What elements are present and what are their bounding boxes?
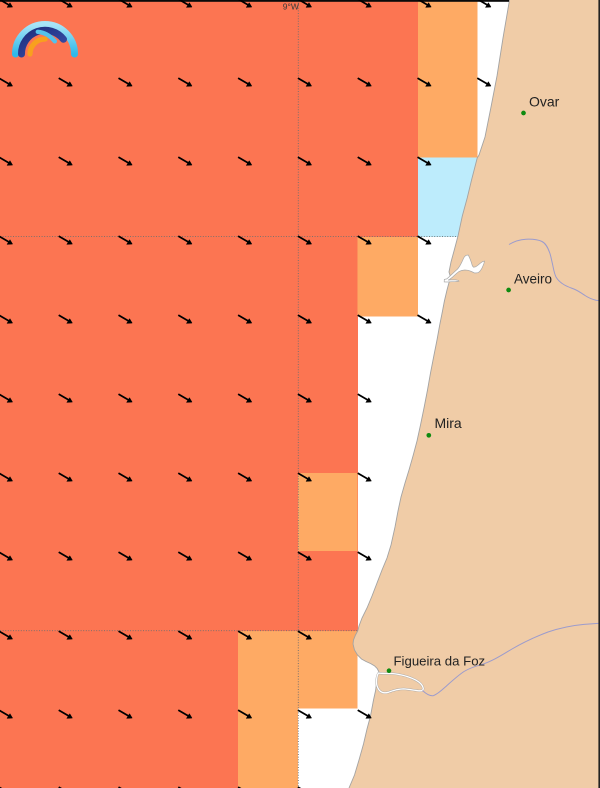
svg-text:9°W: 9°W: [283, 2, 299, 12]
svg-text:Aveiro: Aveiro: [514, 272, 552, 287]
svg-text:Ovar: Ovar: [529, 94, 560, 110]
svg-text:Mira: Mira: [435, 415, 462, 431]
svg-text:Figueira da Foz: Figueira da Foz: [394, 654, 486, 669]
